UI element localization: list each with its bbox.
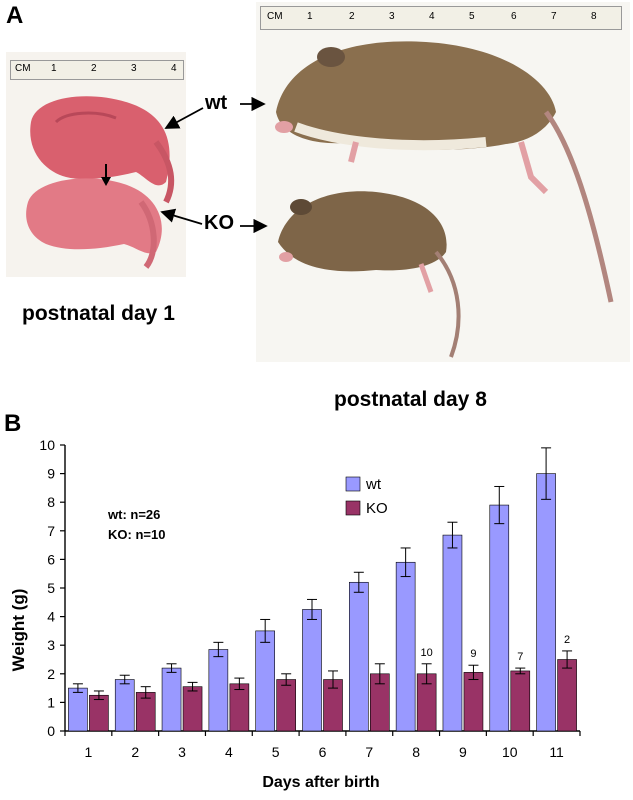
bar-wt-day-10 (489, 504, 510, 732)
mice-day8-illustration (256, 2, 630, 362)
ruler-tick-label: 2 (349, 11, 355, 22)
legend-label-ko: KO (366, 500, 388, 517)
y-tick-label: 6 (47, 551, 55, 567)
y-tick-label: 1 (47, 694, 55, 710)
bar-wt-day-7 (349, 581, 369, 732)
ruler-tick-label: 2 (91, 63, 97, 74)
bar-ko-day-1 (89, 694, 109, 732)
bar-ko-day-5 (276, 679, 296, 732)
bar-wt-day-6 (302, 609, 322, 732)
ruler-tick-label: 1 (307, 11, 313, 22)
bar-annotation: 10 (421, 647, 433, 659)
ruler-unit-label: CM (15, 63, 31, 74)
y-axis-label: Weight (g) (9, 589, 28, 672)
ruler-tick-label: 3 (389, 11, 395, 22)
label-arrows (160, 96, 268, 234)
bar-annotation: 7 (517, 651, 523, 663)
weight-bar-chart: 0 1 2 3 4 5 6 7 8 9 10 1 2 3 4 5 6 7 8 9 10 11 10 9 7 2 Weight (g… (9, 437, 581, 791)
x-tick-label: 9 (459, 744, 467, 760)
bar-ko-day-3 (182, 686, 203, 732)
ruler-tick-label: 3 (131, 63, 137, 74)
x-tick-label: 7 (365, 744, 373, 760)
bar-wt-day-3 (161, 667, 182, 732)
y-tick-label: 4 (47, 609, 55, 625)
y-tick-label: 7 (47, 523, 55, 539)
ruler-tick-label: 6 (511, 11, 517, 22)
y-tick-label: 0 (47, 723, 55, 739)
bar-annotation: 2 (564, 634, 570, 646)
panel-a-letter: A (6, 2, 24, 29)
arrow-ko-left (160, 208, 203, 225)
x-axis-label: Days after birth (262, 774, 379, 791)
pup-photo-day1 (6, 52, 186, 277)
caption-day8: postnatal day 8 (334, 388, 487, 411)
bar-wt-day-4 (208, 649, 229, 732)
bar-ko-day-9 (463, 672, 484, 732)
pups-day1-illustration (6, 52, 186, 277)
y-tick-label: 3 (47, 637, 55, 653)
x-tick-label: 2 (131, 744, 139, 760)
bar-wt-day-1 (68, 687, 88, 732)
ruler-unit-label: CM (267, 11, 283, 22)
bar-wt-day-5 (255, 630, 275, 732)
panel-b-letter: B (4, 410, 22, 437)
bar-wt-day-2 (114, 679, 135, 732)
x-tick-label: 1 (85, 744, 93, 760)
bar-wt-day-11 (536, 473, 556, 732)
x-tick-label: 5 (272, 744, 280, 760)
bar-ko-day-4 (229, 683, 250, 732)
y-tick-label: 10 (39, 437, 55, 453)
ruler-day1: CM 1 2 3 4 (10, 60, 184, 80)
ruler-tick-label: 4 (429, 11, 435, 22)
y-tick-label: 9 (47, 466, 55, 482)
x-tick-label: 6 (319, 744, 327, 760)
bar-ko-day-10 (510, 670, 531, 732)
y-tick-label: 8 (47, 494, 55, 510)
x-tick-label: 11 (549, 744, 564, 760)
ruler-tick-label: 7 (551, 11, 557, 22)
legend-swatch-wt (345, 476, 361, 492)
y-tick-label: 2 (47, 666, 55, 682)
bar-annotation: 9 (470, 648, 476, 660)
ruler-tick-label: 8 (591, 11, 597, 22)
bar-ko-day-11 (557, 659, 577, 732)
arrow-wt-left (164, 107, 204, 129)
ruler-tick-label: 4 (171, 63, 177, 74)
x-tick-label: 3 (178, 744, 186, 760)
caption-day1: postnatal day 1 (22, 302, 175, 325)
ruler-tick-label: 5 (469, 11, 475, 22)
bar-wt-day-8 (395, 561, 416, 732)
label-ko: KO (204, 212, 234, 234)
y-tick-label: 5 (47, 580, 55, 596)
legend-label-wt: wt (365, 476, 382, 493)
x-tick-label: 4 (225, 744, 233, 760)
x-tick-label: 8 (412, 744, 420, 760)
mouse-photo-day8 (256, 2, 630, 362)
legend-swatch-ko (345, 500, 361, 516)
ruler-day8: CM 1 2 3 4 5 6 7 8 (260, 6, 622, 30)
sample-size-ko: KO: n=10 (108, 527, 165, 542)
bar-wt-day-9 (442, 534, 463, 732)
ruler-tick-label: 1 (51, 63, 57, 74)
x-tick-label: 10 (502, 744, 518, 760)
sample-size-wt: wt: n=26 (107, 507, 160, 522)
label-wt: wt (205, 92, 228, 114)
